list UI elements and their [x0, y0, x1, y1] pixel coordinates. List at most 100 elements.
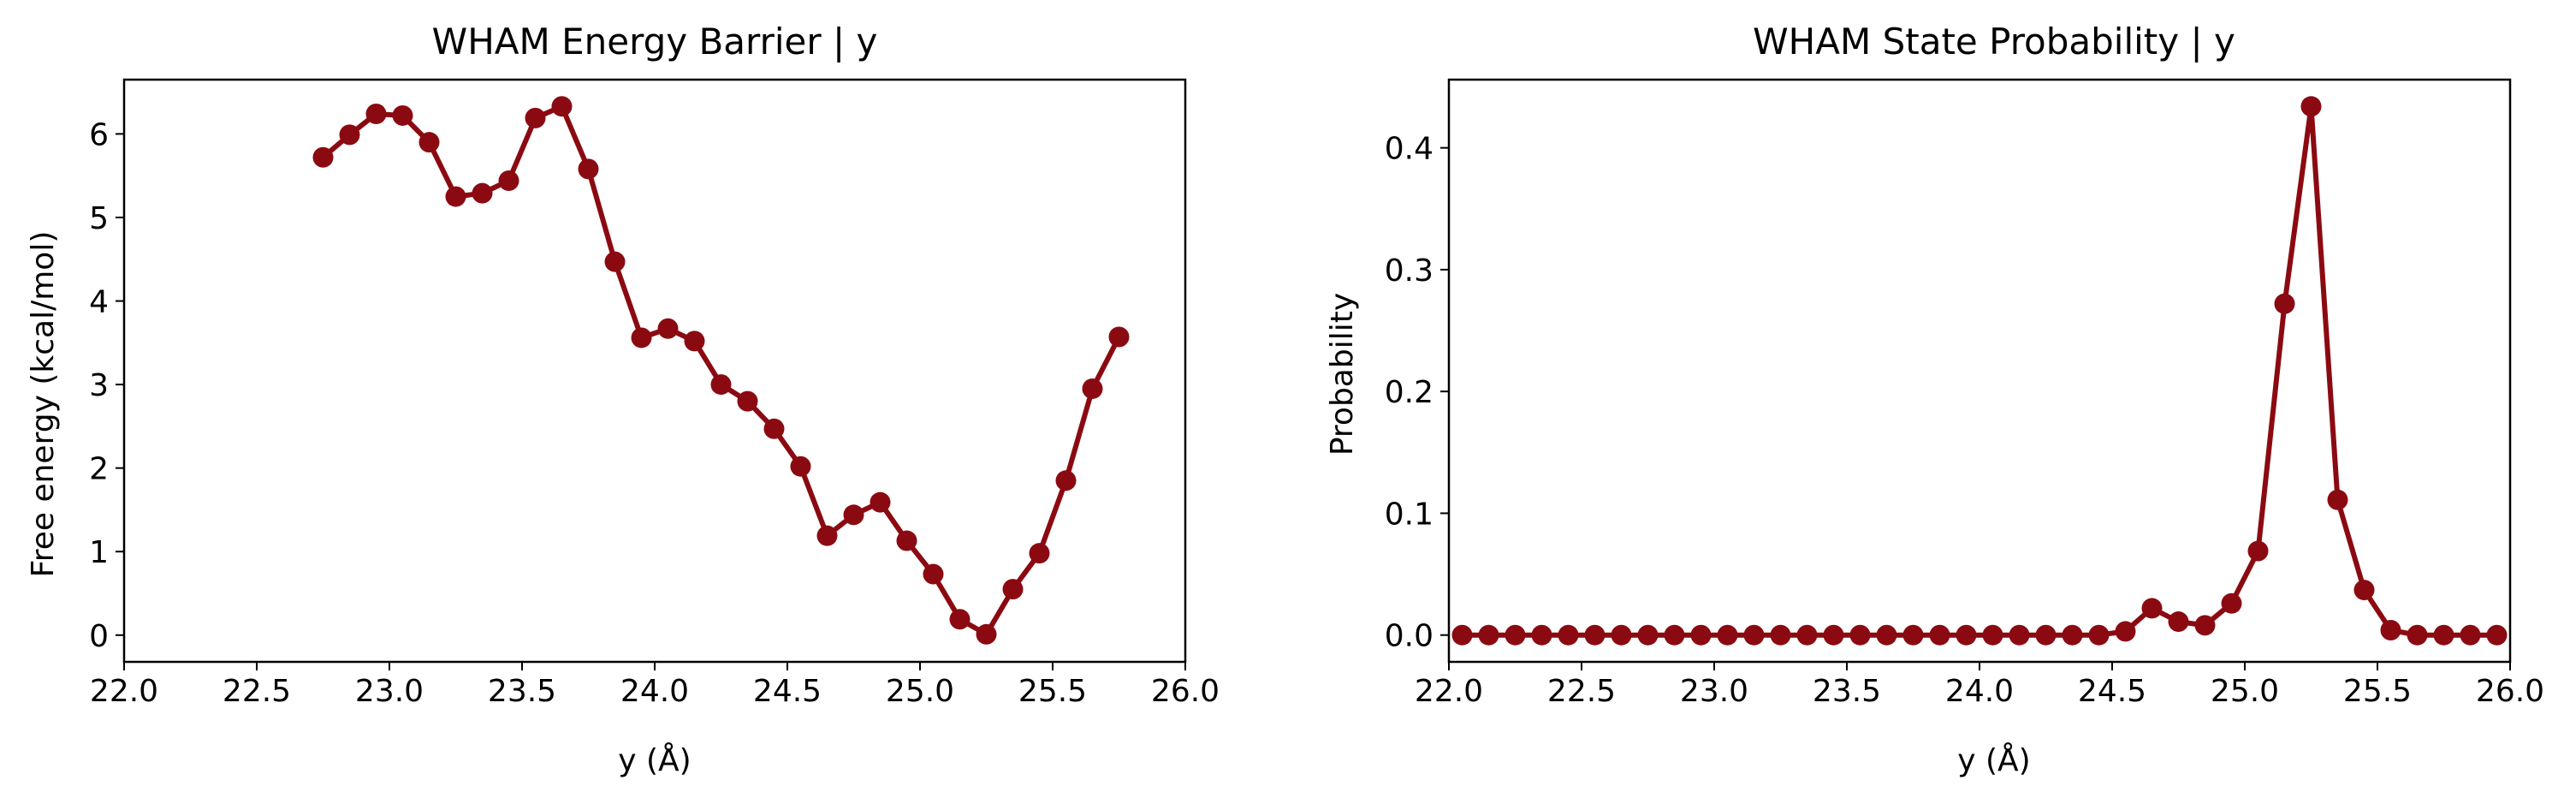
data-point: [1055, 470, 1077, 491]
data-point: [1584, 624, 1606, 646]
x-tick-label: 22.0: [1415, 674, 1483, 709]
x-tick-label: 24.5: [2078, 674, 2146, 709]
y-tick-label: 4: [89, 285, 109, 320]
data-point: [1956, 624, 1977, 646]
x-tick-label: 22.5: [1547, 674, 1616, 709]
data-point: [1982, 624, 2003, 646]
x-tick-label: 25.5: [1018, 674, 1087, 709]
data-point: [710, 374, 732, 396]
data-point: [551, 96, 573, 117]
x-tick-label: 24.0: [620, 674, 689, 709]
x-tick-label: 25.0: [886, 674, 954, 709]
data-point: [790, 456, 811, 477]
x-axis-label: y (Å): [618, 741, 691, 778]
data-point: [1664, 624, 1685, 646]
data-point: [2088, 624, 2110, 646]
data-point: [2380, 620, 2401, 641]
data-point: [2353, 580, 2375, 601]
data-point: [1876, 624, 1897, 646]
data-point: [923, 563, 944, 585]
y-tick-label: 0.2: [1385, 375, 1433, 410]
data-point: [604, 251, 626, 272]
x-tick-label: 26.0: [2476, 674, 2544, 709]
data-point: [737, 390, 758, 412]
plot-area: 22.0 22.5 23.0 23.5 24.0 24.5 25.0 25.5 26.0 0.0 0…: [1385, 78, 2544, 709]
data-point: [2433, 624, 2454, 646]
y-tick-label: 6: [89, 117, 109, 152]
x-tick-label: 23.5: [488, 674, 556, 709]
data-point: [2062, 624, 2083, 646]
data-point: [843, 504, 864, 526]
x-tick-label: 24.0: [1945, 674, 2014, 709]
data-point: [418, 132, 440, 153]
data-point: [1478, 624, 1499, 646]
data-point: [684, 331, 705, 352]
data-point: [1558, 624, 1579, 646]
data-point: [1611, 624, 1632, 646]
state-probability-chart: WHAM State Probability | y y (Å) Probabi…: [1325, 21, 2544, 778]
y-tick-label: 0: [89, 619, 109, 654]
energy-barrier-chart: WHAM Energy Barrier | y y (Å) Free energ…: [26, 21, 1220, 778]
y-tick-label: 3: [89, 368, 109, 403]
data-point: [896, 530, 917, 551]
data-point: [1929, 624, 1950, 646]
x-tick-label: 24.5: [753, 674, 822, 709]
data-point: [1637, 624, 1659, 646]
data-point: [2115, 621, 2136, 642]
data-point: [2460, 624, 2481, 646]
data-point: [339, 124, 360, 146]
y-tick-label: 0.4: [1385, 132, 1433, 167]
x-tick-label: 25.5: [2343, 674, 2412, 709]
data-point: [763, 418, 785, 439]
data-point: [2300, 96, 2322, 117]
x-tick-label: 23.5: [1813, 674, 1881, 709]
data-point: [2274, 293, 2295, 314]
data-point: [392, 104, 413, 126]
y-tick-label: 2: [89, 452, 109, 487]
y-tick-label: 0.0: [1385, 619, 1433, 654]
data-point: [2221, 593, 2242, 614]
data-point: [2035, 624, 2057, 646]
data-point: [472, 182, 493, 204]
data-point: [1770, 624, 1791, 646]
y-tick-label: 0.3: [1385, 253, 1433, 289]
data-point: [1082, 378, 1103, 399]
data-point: [2327, 489, 2348, 510]
x-tick-label: 22.0: [90, 674, 158, 709]
chart-title: WHAM State Probability | y: [1753, 21, 2235, 63]
data-point: [578, 158, 599, 180]
x-tick-label: 25.0: [2211, 674, 2279, 709]
x-tick-label: 23.0: [355, 674, 424, 709]
data-point: [976, 623, 997, 645]
data-point: [1823, 624, 1844, 646]
data-point: [2168, 611, 2189, 633]
data-point: [1717, 624, 1738, 646]
data-point: [1531, 624, 1552, 646]
x-tick-label: 23.0: [1680, 674, 1748, 709]
data-point: [1451, 624, 1473, 646]
data-point: [1108, 326, 1130, 348]
chart-title: WHAM Energy Barrier | y: [432, 21, 878, 63]
x-axis-label: y (Å): [1957, 741, 2030, 778]
y-axis-label: Probability: [1325, 293, 1360, 456]
data-point: [1002, 579, 1024, 600]
data-point: [1690, 624, 1712, 646]
data-point: [870, 491, 891, 513]
y-axis-label: Free energy (kcal/mol): [26, 231, 61, 578]
data-point: [1029, 543, 1050, 564]
data-point: [1505, 624, 1526, 646]
y-tick-label: 5: [89, 201, 109, 236]
data-point: [2194, 615, 2216, 636]
data-point: [525, 107, 546, 128]
data-point: [498, 170, 519, 192]
plot-area: 22.0 22.5 23.0 23.5 24.0 24.5 25.0 25.5 26.0 0 1 2 3…: [89, 78, 1220, 709]
data-point: [2141, 598, 2163, 619]
y-tick-label: 1: [89, 535, 109, 570]
data-point: [2247, 540, 2269, 562]
data-point: [445, 186, 466, 207]
x-tick-label: 22.5: [223, 674, 291, 709]
data-point: [816, 525, 838, 546]
data-point: [1743, 624, 1765, 646]
axes-frame: [122, 78, 1187, 664]
